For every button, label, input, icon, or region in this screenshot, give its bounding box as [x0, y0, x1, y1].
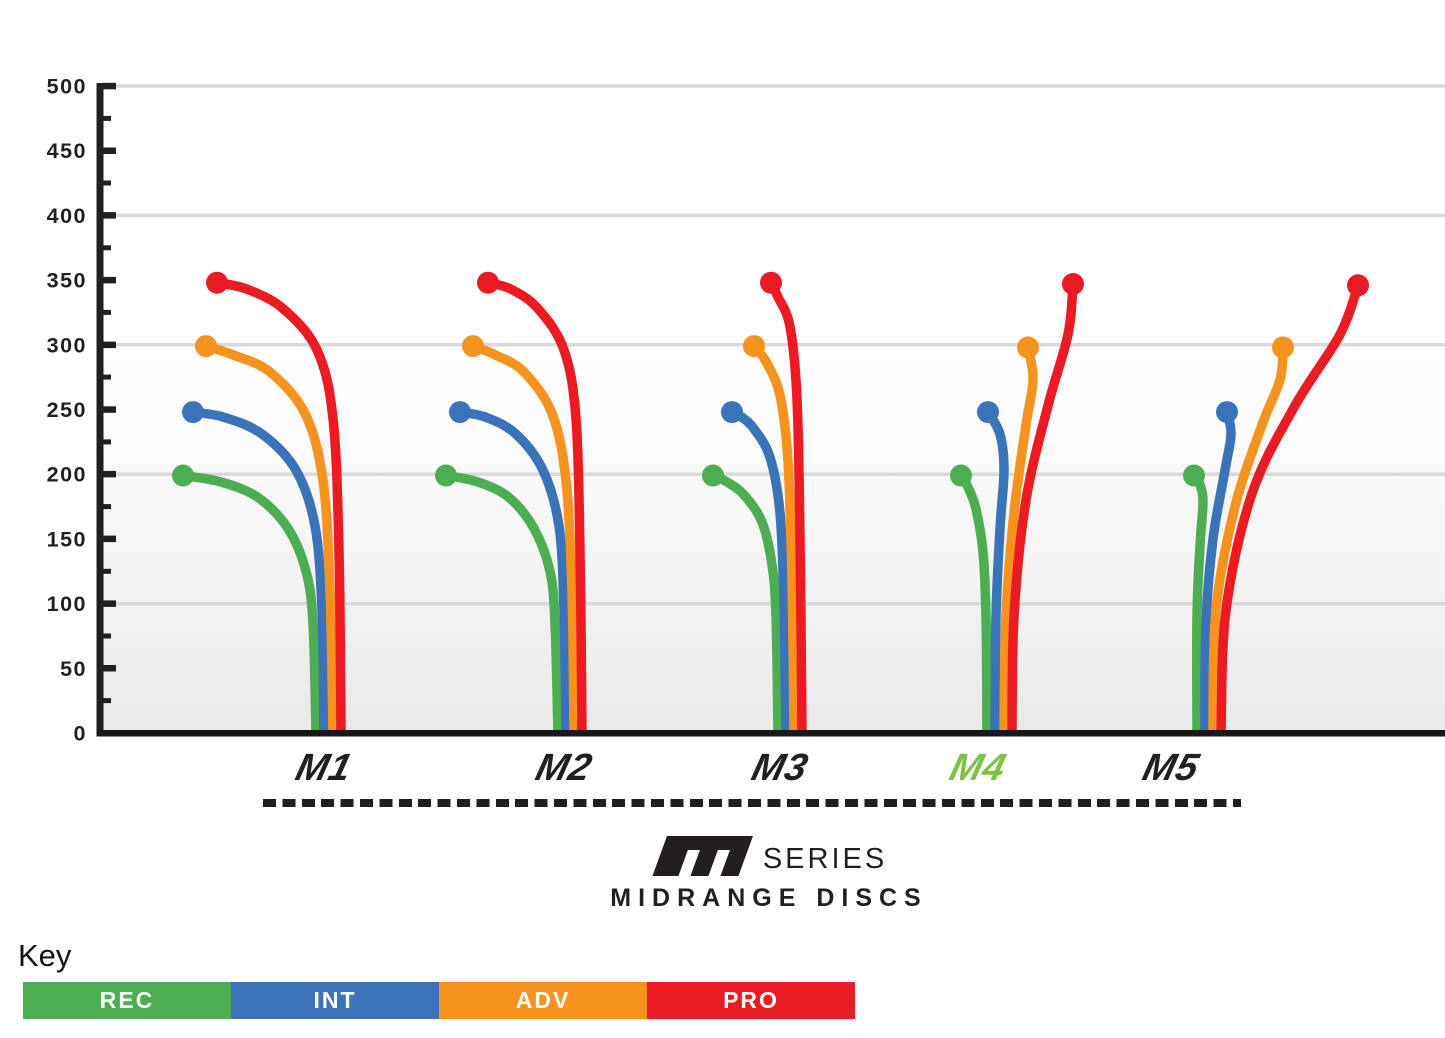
svg-text:450: 450 [47, 139, 87, 163]
logo-subtitle: MIDRANGE DISCS [610, 884, 928, 912]
svg-text:400: 400 [47, 204, 87, 228]
dashed-separator [263, 799, 1241, 807]
svg-text:300: 300 [47, 333, 87, 357]
key-item-adv: ADV [439, 982, 647, 1019]
svg-text:200: 200 [47, 463, 87, 487]
svg-text:100: 100 [47, 592, 87, 616]
disc-label-m4: M4 [945, 747, 1011, 789]
svg-text:250: 250 [47, 398, 87, 422]
m-logo-icon [652, 836, 753, 876]
key-item-rec: REC [23, 982, 231, 1019]
svg-text:350: 350 [47, 269, 87, 293]
key-item-int: INT [231, 982, 439, 1019]
logo-series-text: SERIES [762, 843, 888, 875]
disc-label-m2: M2 [531, 747, 597, 789]
disc-labels-row: M1 M2 M3 M4 M5 [0, 747, 1445, 789]
series-logo: SERIES MIDRANGE DISCS [539, 836, 999, 913]
svg-text:50: 50 [60, 657, 87, 681]
key-item-pro: PRO [647, 982, 855, 1019]
key-legend: REC INT ADV PRO [23, 982, 855, 1019]
svg-text:0: 0 [74, 722, 87, 746]
svg-text:150: 150 [47, 527, 87, 551]
key-title: Key [18, 938, 72, 973]
disc-label-m3: M3 [747, 747, 813, 789]
svg-text:500: 500 [47, 75, 87, 99]
flight-chart: 0 50 100 150 200 250 300 350 400 450 500 [47, 75, 1445, 746]
disc-label-m5: M5 [1138, 747, 1204, 789]
disc-label-m1: M1 [291, 747, 357, 789]
